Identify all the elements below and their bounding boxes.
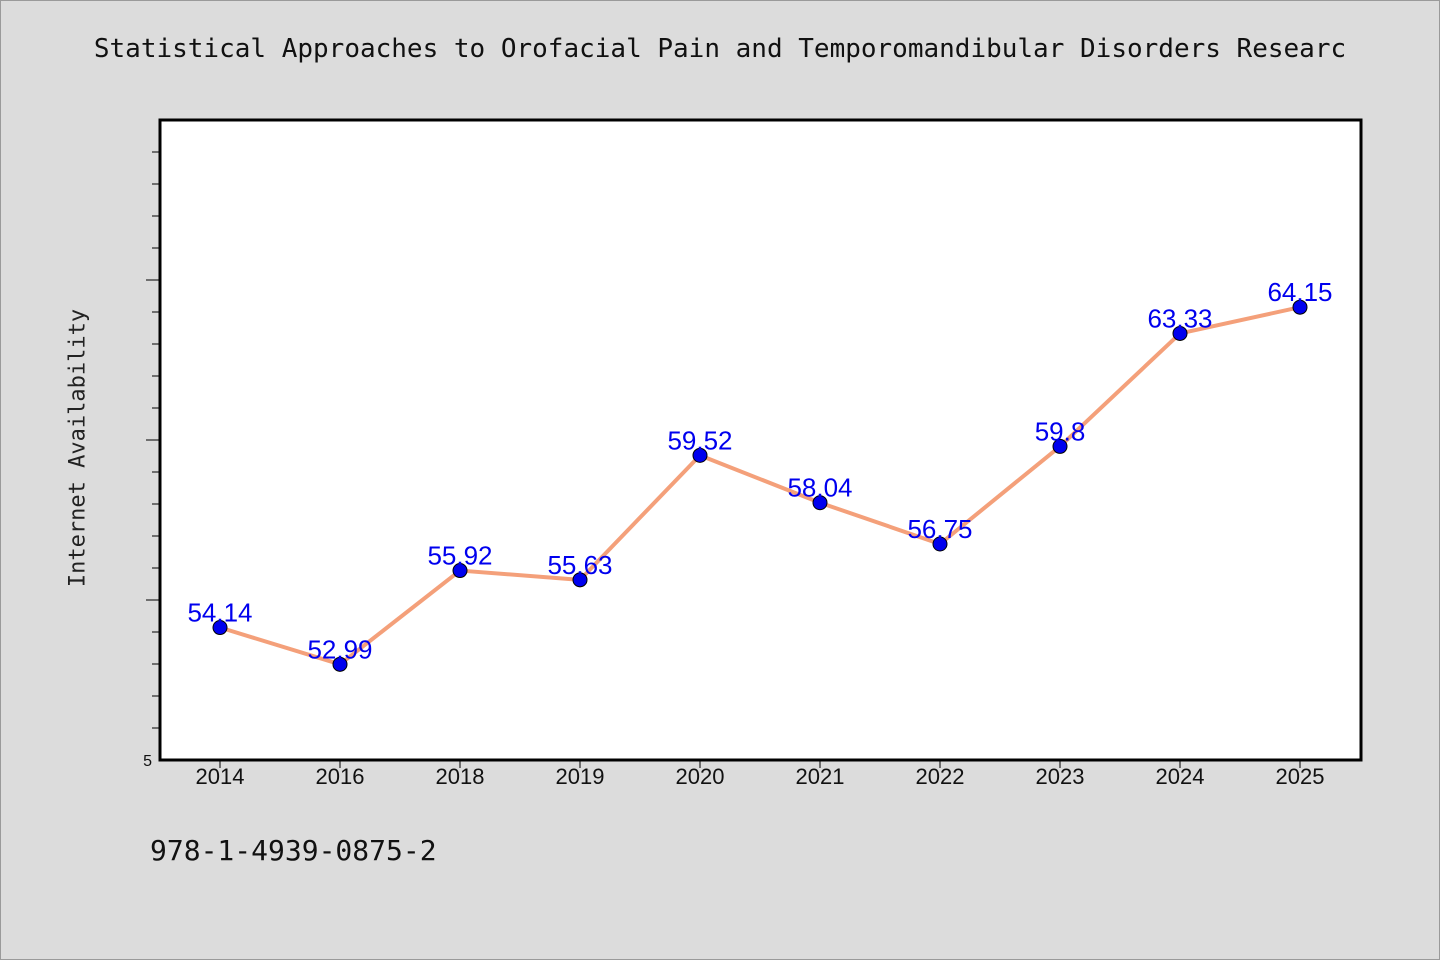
data-point — [932, 536, 948, 552]
x-tick-label: 2019 — [556, 764, 605, 789]
plot-area — [158, 118, 1363, 762]
data-label: 59.52 — [667, 425, 732, 455]
footer-isbn: 978-1-4939-0875-2 — [150, 834, 437, 867]
y-axis-label: Internet Availability — [65, 308, 91, 588]
data-point — [1052, 438, 1068, 454]
data-label: 55.63 — [547, 550, 612, 580]
data-label: 58.04 — [787, 473, 852, 503]
data-point — [812, 495, 828, 511]
data-point — [572, 572, 588, 588]
data-point — [692, 447, 708, 463]
data-labels-layer: 54.14 52.99 55.92 55.63 59.52 58.04 56.75 59.8 6… — [187, 277, 1332, 664]
data-point — [212, 620, 228, 636]
y-tick-label: 5 — [143, 753, 152, 770]
x-tick-label: 2023 — [1036, 764, 1085, 789]
x-tick-label: 2014 — [196, 764, 245, 789]
x-tick-label: 2022 — [916, 764, 965, 789]
data-label: 56.75 — [907, 514, 972, 544]
series-layer — [212, 299, 1308, 672]
data-label: 54.14 — [187, 598, 252, 628]
data-label: 55.92 — [427, 541, 492, 571]
x-tick-label: 2024 — [1156, 764, 1205, 789]
data-label: 63.33 — [1147, 303, 1212, 333]
x-tick-label: 2018 — [436, 764, 485, 789]
chart-title: Statistical Approaches to Orofacial Pain… — [93, 34, 1347, 64]
x-tick-label: 2020 — [676, 764, 725, 789]
x-tick-label: 2021 — [796, 764, 845, 789]
data-point — [332, 656, 348, 672]
y-axis-ticks: 5 — [143, 151, 160, 770]
data-point — [1292, 299, 1308, 315]
data-point — [452, 563, 468, 579]
x-tick-label: 2025 — [1276, 764, 1325, 789]
x-tick-label: 2016 — [316, 764, 365, 789]
series-line — [218, 305, 1302, 667]
data-label: 64.15 — [1267, 277, 1332, 307]
x-axis-ticks: 2014 2016 2018 2019 2020 2021 2022 2023 2024 2025 — [196, 760, 1325, 789]
data-label: 59.8 — [1035, 416, 1086, 446]
data-point — [1172, 325, 1188, 341]
data-label: 52.99 — [307, 634, 372, 664]
